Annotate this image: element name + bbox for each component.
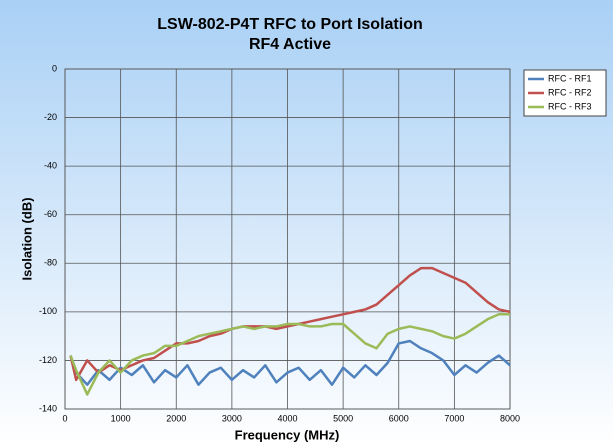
y-tick-label: 0 [52,63,57,73]
y-tick-label: -40 [44,161,57,171]
legend-label: RFC - RF2 [548,87,592,97]
y-tick-label: -80 [44,258,57,268]
x-tick-label: 7000 [444,413,464,423]
y-tick-label: -20 [44,112,57,122]
x-tick-label: 2000 [166,413,186,423]
x-tick-label: 1000 [111,413,131,423]
data-line [69,313,510,396]
chart-title: LSW-802-P4T RFC to Port Isolation [157,16,422,33]
x-axis-label: Frequency (MHz) [235,427,340,442]
x-tick-label: 3000 [222,413,242,423]
x-tick-label: 5000 [333,413,353,423]
data-line [69,266,511,382]
legend-label: RFC - RF1 [548,73,592,83]
x-tick-label: 8000 [500,413,520,423]
y-tick-label: -120 [39,355,57,365]
y-axis-label: Isolation (dB) [19,197,34,280]
x-tick-label: 0 [62,413,67,423]
chart-subtitle: RF4 Active [249,36,331,53]
data-line [69,339,511,386]
x-tick-label: 6000 [389,413,409,423]
x-tick-label: 4000 [277,413,297,423]
y-tick-label: -60 [44,209,57,219]
y-tick-label: -140 [39,403,57,413]
y-tick-label: -100 [39,306,57,316]
legend-label: RFC - RF3 [548,101,592,111]
